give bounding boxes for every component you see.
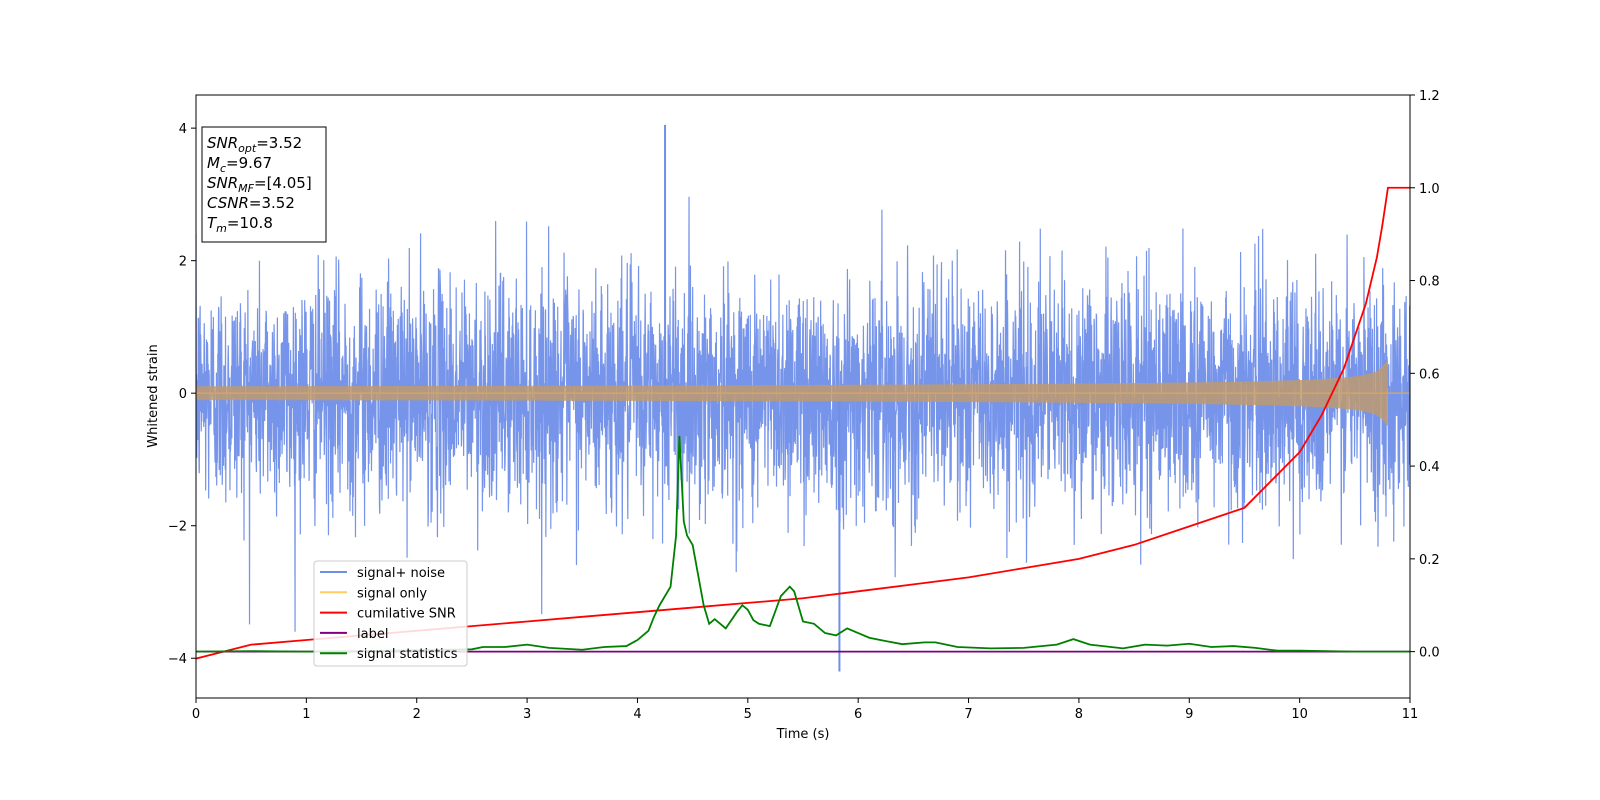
annotation-line: Mc=9.67: [207, 154, 272, 175]
x-tick-label: 1: [302, 707, 310, 722]
annotation-line: SNRMF=[4.05]: [207, 174, 312, 195]
x-tick-label: 4: [633, 707, 641, 722]
annotation-line: Tm=10.8: [207, 214, 273, 235]
y-tick-label: 2: [179, 255, 187, 270]
annotation-line: CSNR=3.52: [207, 194, 295, 212]
series-line-signal-statistics: [196, 435, 1410, 653]
x-axis-label: Time (s): [776, 727, 830, 742]
legend-label: signal statistics: [357, 647, 458, 662]
signal-only-series: [196, 360, 1410, 427]
y2-tick-label: 1.2: [1419, 89, 1440, 104]
x-tick-label: 9: [1185, 707, 1193, 722]
x-tick-label: 11: [1402, 707, 1419, 722]
x-tick-label: 3: [523, 707, 531, 722]
plot-frame: [195, 94, 1411, 699]
y-tick-label: 0: [179, 387, 187, 402]
legend-label: cumilative SNR: [357, 607, 456, 622]
legend: signal+ noise signal only cumilative SNR la…: [313, 560, 468, 667]
y2-tick-label: 0.2: [1419, 553, 1440, 568]
annotation-frame: [201, 126, 327, 243]
y2-tick-label: 1.0: [1419, 182, 1440, 197]
x-tick-label: 10: [1291, 707, 1308, 722]
x-tick-label: 7: [964, 707, 972, 722]
y-tick-label: −2: [168, 520, 187, 535]
y2-tick-label: 0.4: [1419, 460, 1440, 475]
y-tick-label: −4: [168, 652, 187, 667]
legend-label: label: [357, 627, 388, 642]
annotation-line: SNRopt=3.52: [207, 134, 302, 155]
y-axis-label: Whitened strain: [146, 344, 161, 447]
x-tick-label: 2: [413, 707, 421, 722]
y2-tick-label: 0.0: [1419, 646, 1440, 661]
x-tick-label: 8: [1075, 707, 1083, 722]
x-axis: 0 1 2 3 4 5 6 7 8 9 10 11: [192, 698, 1418, 722]
x-tick-label: 6: [854, 707, 862, 722]
legend-label: signal only: [357, 586, 427, 601]
x-tick-label: 0: [192, 707, 200, 722]
legend-frame: [313, 560, 468, 667]
y-tick-label: 4: [179, 122, 187, 137]
y-axis-right: 0.0 0.2 0.4 0.6 0.8 1.0 1.2: [1410, 89, 1440, 661]
y-axis-left: −4 −2 0 2 4: [168, 122, 196, 667]
y2-tick-label: 0.8: [1419, 275, 1440, 290]
y2-tick-label: 0.6: [1419, 367, 1440, 382]
x-tick-label: 5: [744, 707, 752, 722]
legend-label: signal+ noise: [357, 566, 445, 581]
